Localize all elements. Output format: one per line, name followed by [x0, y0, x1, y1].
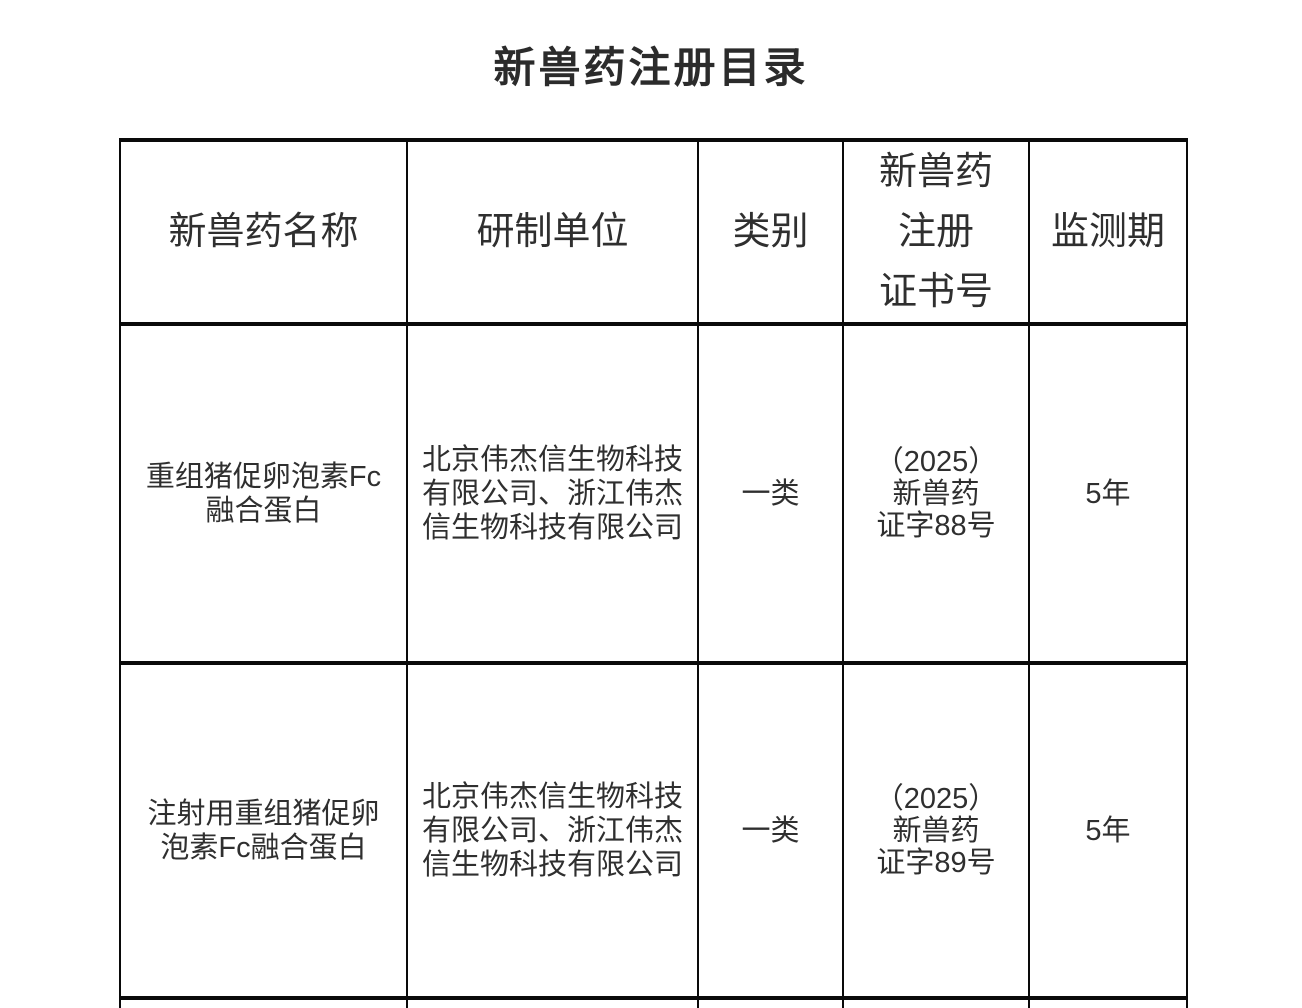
page-title: 新兽药注册目录 [493, 46, 809, 92]
table-row: 注射用重组猪促卵 泡素Fc融合蛋白 北京伟杰信生物科技 有限公司、浙江伟杰 信生… [119, 661, 1188, 1000]
cell-category: 一类 [697, 322, 844, 665]
cell-monitoring-period: 5年 [1028, 322, 1188, 665]
header-cell-drug-name: 新兽药名称 [119, 138, 408, 326]
cell-developer: 北京伟杰信生物科技 有限公司、浙江伟杰 信生物科技有限公司 [406, 661, 699, 1000]
cell-monitoring-period: 5年 [1028, 661, 1188, 1000]
cell-developer [406, 996, 699, 1008]
cell-category: 一类 [697, 661, 844, 1000]
header-cell-monitoring-period: 监测期 [1028, 138, 1188, 326]
cell-certificate-number: （2025） 新兽药 证字88号 [842, 322, 1030, 665]
cell-drug-name: 注射用重组猪促卵 泡素Fc融合蛋白 [119, 661, 408, 1000]
cell-certificate-number [842, 996, 1030, 1008]
header-cell-developer: 研制单位 [406, 138, 699, 326]
registration-table: 新兽药名称 研制单位 类别 新兽药 注册 证书号 监测期 重组猪促卵泡素Fc 融… [119, 138, 1188, 1008]
cell-drug-name: 重组猪促卵泡素Fc 融合蛋白 [119, 322, 408, 665]
table-row: 重组猪促卵泡素Fc 融合蛋白 北京伟杰信生物科技 有限公司、浙江伟杰 信生物科技… [119, 322, 1188, 665]
cell-drug-name [119, 996, 408, 1008]
cell-developer: 北京伟杰信生物科技 有限公司、浙江伟杰 信生物科技有限公司 [406, 322, 699, 665]
header-row: 新兽药名称 研制单位 类别 新兽药 注册 证书号 监测期 [119, 138, 1188, 326]
cell-category [697, 996, 844, 1008]
header-cell-category: 类别 [697, 138, 844, 326]
header-cell-certificate-number: 新兽药 注册 证书号 [842, 138, 1030, 326]
cell-monitoring-period [1028, 996, 1188, 1008]
cell-certificate-number: （2025） 新兽药 证字89号 [842, 661, 1030, 1000]
table-row-partial [119, 996, 1188, 1008]
